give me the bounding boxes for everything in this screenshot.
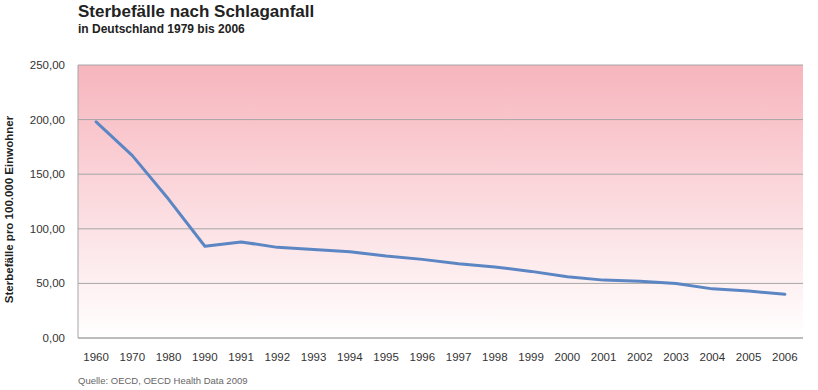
x-tick-label: 1992	[265, 351, 291, 363]
y-tick-label: 50,00	[36, 277, 65, 289]
x-tick-label: 2005	[736, 351, 762, 363]
chart-container: 0,00 50,00 100,00 150,00 200,00 250,00 1960 197…	[0, 0, 818, 390]
x-tick-label: 1993	[301, 351, 327, 363]
grid-line	[78, 119, 803, 120]
plot-area	[96, 122, 785, 295]
x-tick-label: 2000	[555, 351, 581, 363]
y-tick-label: 250,00	[30, 59, 65, 71]
x-tick-label: 1990	[192, 351, 218, 363]
x-tick-label: 2002	[627, 351, 653, 363]
y-axis-label: Sterbefälle pro 100.000 Einwohner	[3, 115, 15, 303]
y-tick-label: 100,00	[30, 223, 65, 235]
chart-svg: 0,00 50,00 100,00 150,00 200,00 250,00 1960 197…	[0, 0, 818, 390]
x-tick-label: 1991	[228, 351, 254, 363]
grid-line	[78, 228, 803, 229]
y-tick-label: 200,00	[30, 114, 65, 126]
chart-subtitle: in Deutschland 1979 bis 2006	[78, 22, 245, 36]
x-tick-label: 1997	[446, 351, 472, 363]
x-tick-label: 2004	[700, 351, 726, 363]
y-tick-label: 0,00	[43, 332, 65, 344]
x-tick-label: 1996	[410, 351, 436, 363]
grid-line	[78, 65, 803, 66]
x-tick-label: 1995	[373, 351, 399, 363]
chart-title: Sterbefälle nach Schlaganfall	[78, 2, 314, 21]
data-line	[96, 122, 785, 295]
grid-line	[78, 338, 803, 339]
x-tick-label: 2006	[772, 351, 798, 363]
plot-background	[78, 65, 803, 338]
x-tick-label: 1994	[337, 351, 363, 363]
x-tick-label: 1998	[482, 351, 508, 363]
x-tick-label: 2003	[663, 351, 689, 363]
grid-line	[78, 174, 803, 175]
source-note: Quelle: OECD, OECD Health Data 2009	[78, 375, 248, 386]
x-axis	[78, 338, 803, 339]
y-axis	[78, 65, 79, 338]
grid-line	[78, 283, 803, 284]
x-tick-label: 1960	[83, 351, 109, 363]
x-tick-label: 1999	[518, 351, 544, 363]
x-tick-label: 1970	[120, 351, 146, 363]
x-tick-label: 2001	[591, 351, 617, 363]
y-tick-label: 150,00	[30, 168, 65, 180]
x-tick-label: 1980	[156, 351, 182, 363]
